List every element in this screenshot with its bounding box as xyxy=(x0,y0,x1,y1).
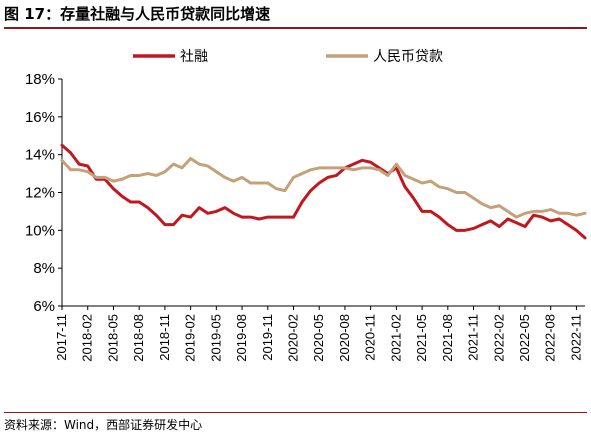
source-note: 资料来源：Wind，西部证券研发中心 xyxy=(4,412,587,435)
series-line-1 xyxy=(60,156,587,219)
legend-label-1: 人民币贷款 xyxy=(373,49,443,65)
x-tick-label: 2022-08 xyxy=(543,314,558,362)
legend-label-0: 社融 xyxy=(180,49,208,65)
x-tick-label: 2020-02 xyxy=(285,314,300,362)
x-tick-label: 2018-02 xyxy=(80,314,95,362)
x-tick-label: 2022-05 xyxy=(517,314,532,362)
x-tick-label: 2021-02 xyxy=(388,314,403,362)
x-tick-label: 2019-11 xyxy=(260,314,275,361)
x-tick-label: 2022-11 xyxy=(568,314,583,361)
x-tick-label: 2019-02 xyxy=(183,314,198,362)
x-tick-label: 2020-11 xyxy=(363,314,378,361)
y-tick-label: 16% xyxy=(25,109,55,126)
x-tick-label: 2018-08 xyxy=(131,314,146,362)
x-tick-label: 2021-05 xyxy=(414,314,429,362)
y-tick-label: 10% xyxy=(25,222,55,239)
chart-legend: 社融 人民币贷款 xyxy=(133,49,443,65)
chart-axes: 6% 8% 10% 12% 14% 16% 18% 2017-11 2018-02 2018-05… xyxy=(25,71,585,362)
x-tick-label: 2022-02 xyxy=(491,314,506,362)
y-tick-label: 12% xyxy=(25,185,55,202)
x-tick-label: 2018-05 xyxy=(105,314,120,362)
y-tick-label: 6% xyxy=(33,298,55,315)
y-tick-label: 14% xyxy=(25,147,55,164)
x-tick-label: 2020-05 xyxy=(311,314,326,362)
x-tick-label: 2018-11 xyxy=(157,314,172,361)
series-line-0 xyxy=(60,143,587,240)
x-tick-label: 2019-05 xyxy=(208,314,223,362)
figure-title: 图 17：存量社融与人民币贷款同比增速 xyxy=(4,3,587,29)
x-tick-label: 2017-11 xyxy=(54,314,69,361)
y-tick-label: 8% xyxy=(33,260,55,277)
x-tick-label: 2020-08 xyxy=(337,314,352,362)
chart-series xyxy=(60,143,587,240)
line-chart: 社融 人民币贷款 6% 8% 10% 12% 14% 16% 18% 2017-11 2018-0… xyxy=(25,49,587,362)
x-tick-label: 2019-08 xyxy=(234,314,249,362)
y-tick-label: 18% xyxy=(25,71,55,88)
x-tick-label: 2021-11 xyxy=(466,314,481,361)
x-tick-label: 2021-08 xyxy=(440,314,455,362)
